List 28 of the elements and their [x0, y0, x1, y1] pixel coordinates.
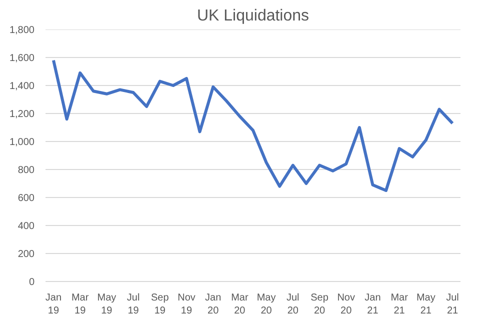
- x-tick-label: May 21: [416, 292, 436, 317]
- x-tick-label: Jul 19: [126, 292, 140, 317]
- y-tick-label: 200: [18, 249, 35, 260]
- y-tick-label: 400: [18, 221, 35, 232]
- chart-title: UK Liquidations: [196, 8, 310, 24]
- x-tick-label: Nov 20: [337, 292, 356, 317]
- x-tick-label: Jul 21: [446, 292, 459, 317]
- x-tick-label: Mar 19: [71, 292, 90, 317]
- x-tick-label: Jan 21: [364, 292, 381, 317]
- x-tick-label: Mar 21: [390, 292, 409, 317]
- x-tick-label: Jul 20: [286, 292, 300, 317]
- y-tick-label: 800: [18, 165, 35, 176]
- y-tick-label: 1,600: [9, 53, 35, 64]
- x-tick-label: Mar 20: [231, 292, 249, 317]
- x-tick-label: Jan 20: [205, 292, 222, 317]
- x-tick-label: Jan 19: [45, 292, 62, 317]
- y-tick-label: 1,200: [9, 109, 35, 120]
- x-tick-label: Nov 19: [178, 292, 196, 317]
- y-tick-label: 0: [28, 277, 35, 288]
- x-tick-label: Sep 19: [150, 292, 170, 317]
- y-tick-label: 1,400: [9, 81, 35, 92]
- y-tick-label: 1,800: [9, 25, 35, 36]
- line-series: [52, 58, 454, 192]
- x-tick-label: May 20: [256, 292, 276, 317]
- y-tick-label: 1,000: [9, 137, 35, 148]
- x-tick-label: Sep 20: [310, 292, 329, 317]
- x-tick-label: May 19: [97, 292, 116, 317]
- y-tick-label: 600: [18, 193, 35, 204]
